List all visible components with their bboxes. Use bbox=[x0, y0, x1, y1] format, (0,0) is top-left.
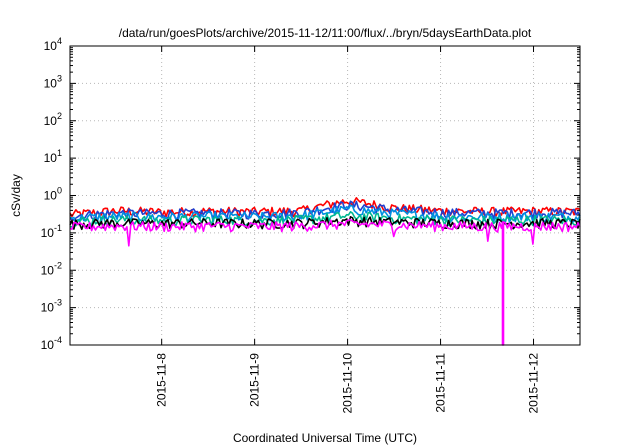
x-tick-label: 2015-11-9 bbox=[248, 353, 262, 407]
x-tick-label: 2015-11-10 bbox=[341, 353, 355, 414]
y-tick-label: 104 bbox=[44, 36, 62, 53]
series-group bbox=[69, 197, 581, 346]
y-axis: 104 103 102 101 100 10-1 10-2 10-3 10-4 bbox=[41, 36, 580, 352]
grid bbox=[70, 46, 580, 345]
x-tick-label: 2015-11-11 bbox=[434, 353, 448, 413]
y-tick-label: 10-3 bbox=[41, 298, 62, 315]
y-tick-label: 102 bbox=[44, 111, 62, 128]
y-tick-label: 101 bbox=[44, 148, 62, 165]
series-line-1 bbox=[69, 200, 581, 221]
x-axis-label: Coordinated Universal Time (UTC) bbox=[233, 431, 417, 445]
y-tick-label: 10-4 bbox=[41, 335, 62, 352]
series-line-3 bbox=[69, 211, 581, 228]
x-axis: 2015-11-8 2015-11-9 2015-11-10 2015-11-11 20… bbox=[155, 46, 541, 414]
x-tick-label: 2015-11-12 bbox=[527, 353, 541, 414]
x-tick-label: 2015-11-8 bbox=[155, 353, 169, 407]
chart-title: /data/run/goesPlots/archive/2015-11-12/1… bbox=[119, 26, 532, 40]
y-tick-label: 10-1 bbox=[41, 223, 62, 240]
y-tick-label: 100 bbox=[44, 186, 62, 203]
y-tick-label: 10-2 bbox=[41, 260, 62, 277]
series-line-5 bbox=[69, 218, 581, 346]
y-tick-label: 103 bbox=[44, 73, 62, 90]
y-axis-label: cSv/day bbox=[9, 174, 23, 217]
